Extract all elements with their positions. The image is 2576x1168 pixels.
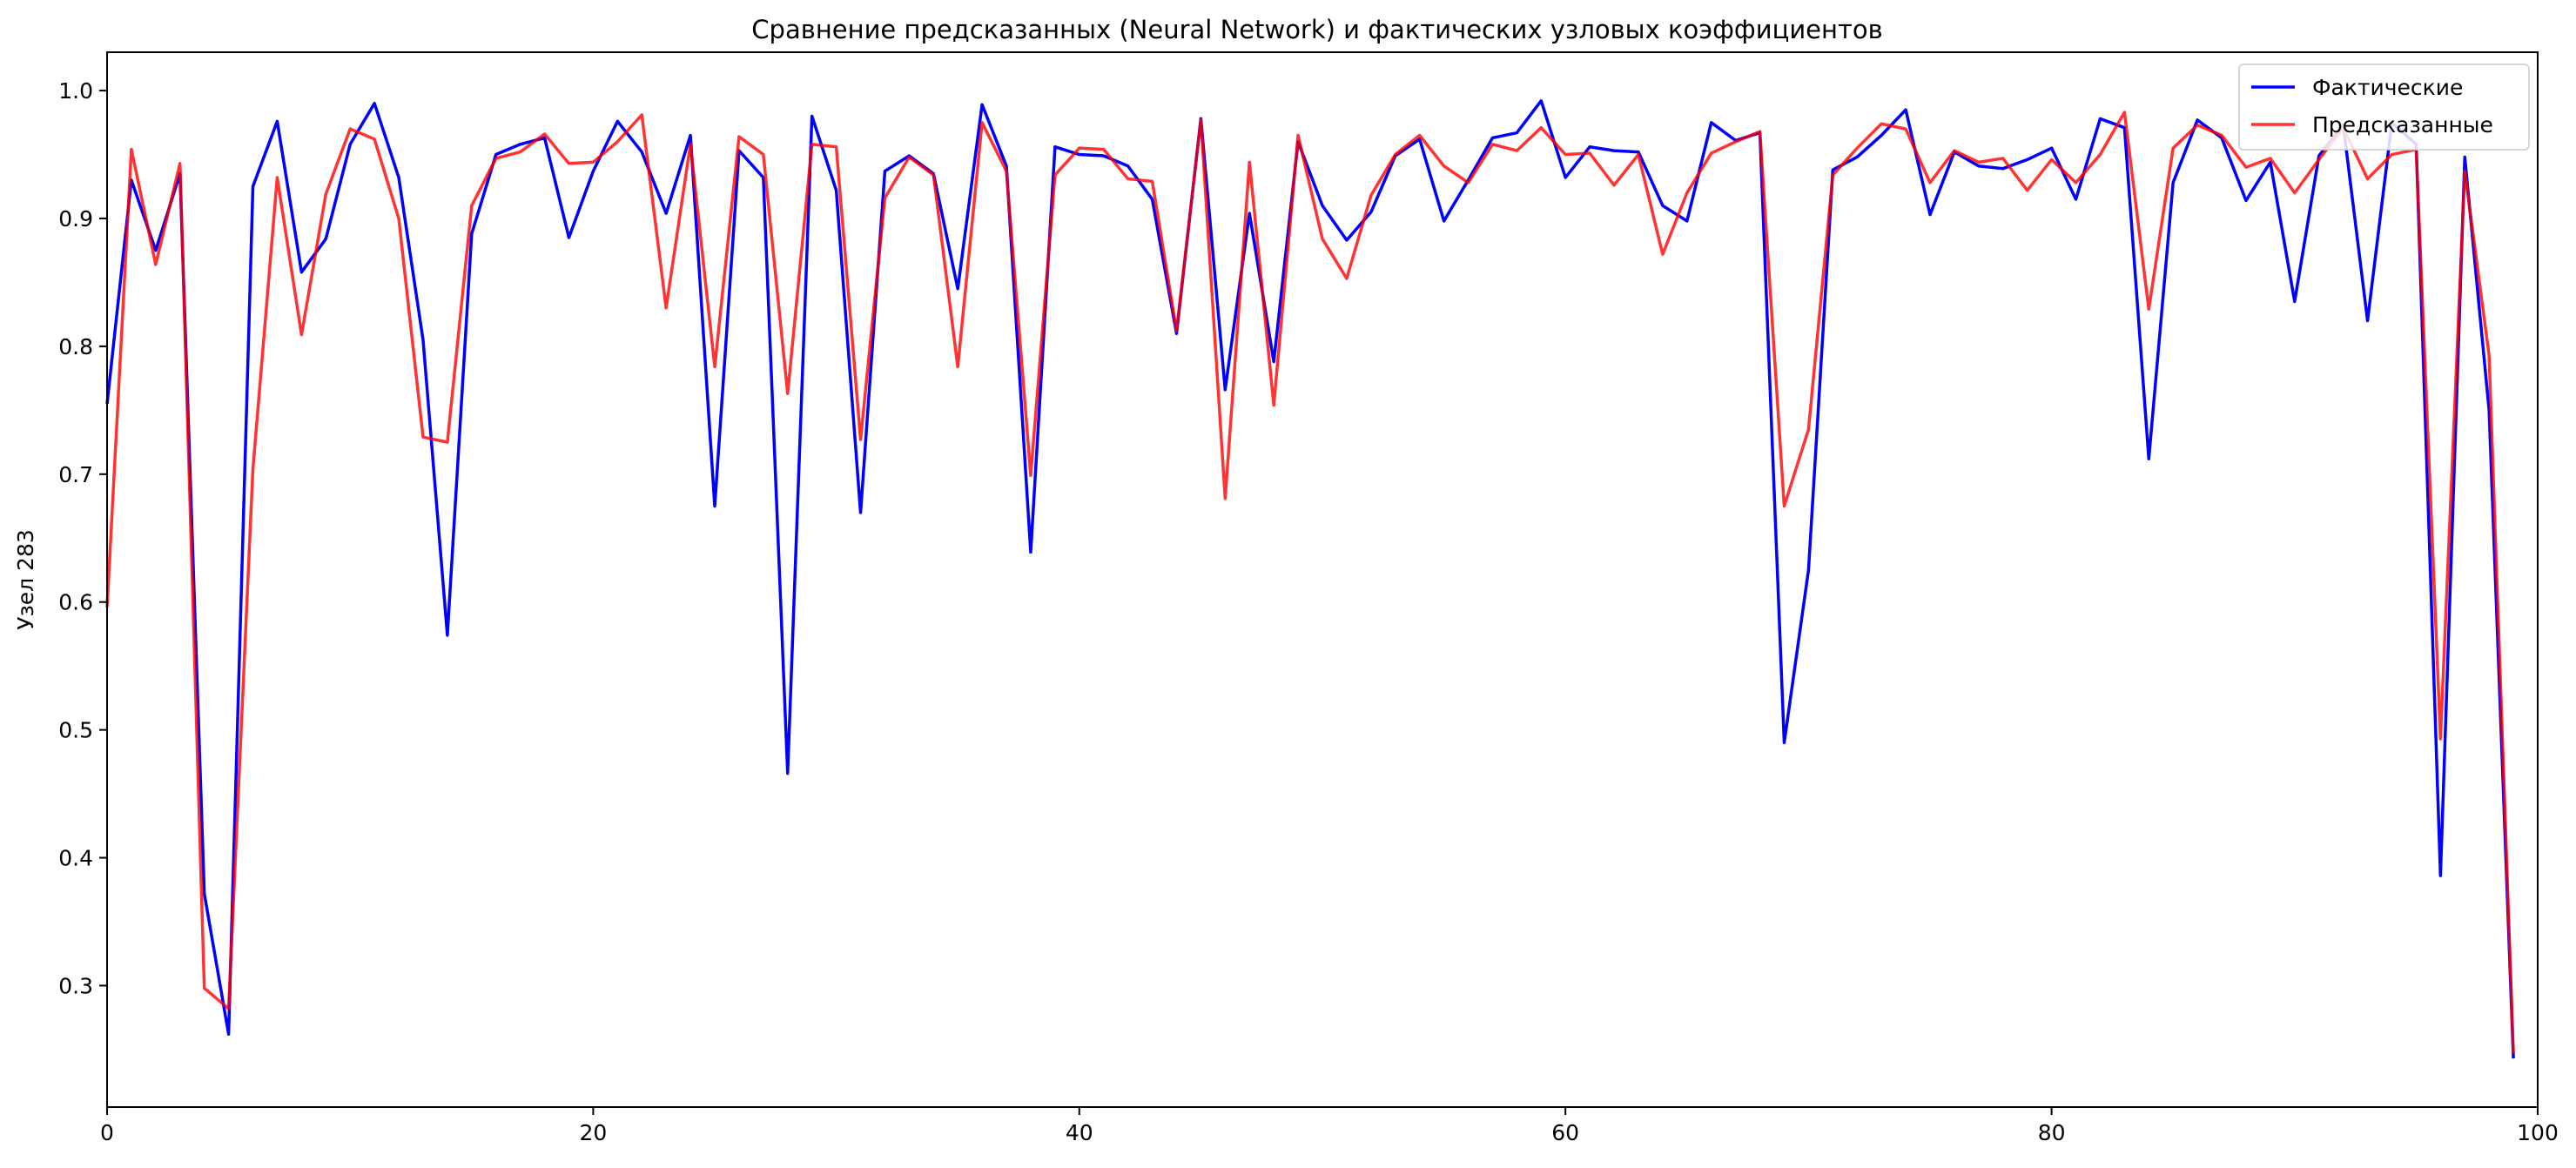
legend-label: Предсказанные	[2312, 112, 2493, 138]
y-tick-label: 0.7	[58, 462, 93, 487]
y-axis: 0.3 0.4 0.5 0.6 0.7 0.8 0.9 1.0	[58, 78, 107, 998]
x-tick-label: 80	[2038, 1120, 2066, 1145]
y-tick-label: 0.6	[58, 590, 93, 615]
x-tick-label: 60	[1551, 1120, 1579, 1145]
y-tick-label: 0.3	[58, 973, 93, 998]
x-tick-label: 40	[1066, 1120, 1093, 1145]
y-tick-label: 0.5	[58, 718, 93, 743]
series-layer	[105, 99, 2515, 1059]
y-tick-label: 0.9	[58, 206, 93, 232]
chart-title: Сравнение предсказанных (Neural Network)…	[751, 15, 1882, 44]
x-tick-label: 20	[579, 1120, 607, 1145]
plot-area	[105, 51, 2539, 1108]
y-tick-label: 0.8	[58, 334, 93, 359]
x-tick-label: 0	[100, 1120, 114, 1145]
y-tick-label: 0.4	[58, 846, 93, 871]
plot-frame	[106, 51, 2539, 1108]
legend-label: Фактические	[2312, 75, 2463, 100]
series-line-actual	[105, 99, 2515, 1059]
y-tick-label: 1.0	[58, 78, 93, 104]
y-axis-label: Узел 283	[13, 529, 38, 630]
x-axis: 0 20 40 60 80 100	[100, 1107, 2559, 1145]
series-line-predicted	[105, 111, 2515, 1054]
x-tick-label: 100	[2517, 1120, 2559, 1145]
legend: Фактические Предсказанные	[2238, 64, 2530, 151]
legend-box	[2238, 64, 2530, 151]
